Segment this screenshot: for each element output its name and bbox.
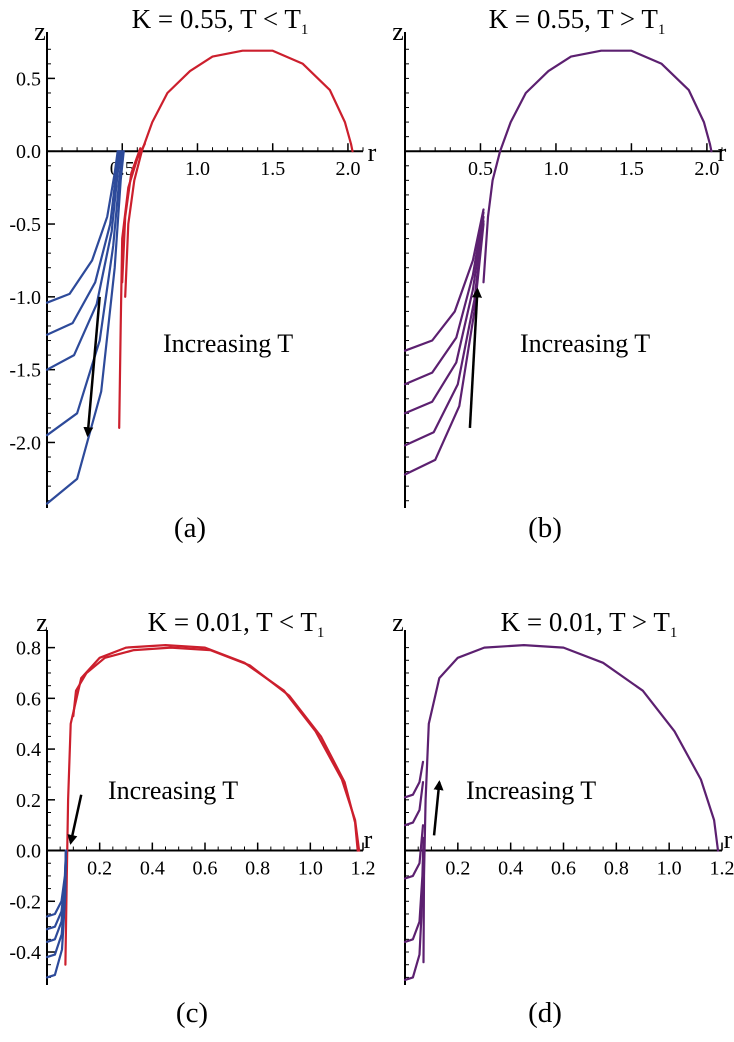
y-axis-label: z (36, 608, 48, 637)
y-tick-label: 0.6 (16, 688, 41, 710)
chart-title: K = 0.55, T > T1 (489, 4, 666, 38)
x-tick-label: 0.5 (468, 158, 493, 180)
x-axis-label: r (718, 138, 727, 167)
annotation-text: Increasing T (163, 329, 293, 358)
x-axis-label: r (364, 825, 373, 854)
x-tick-label: 0.6 (193, 858, 218, 880)
series-curve-red-2 (72, 646, 359, 852)
x-tick-label: 0.2 (87, 858, 112, 880)
x-tick-label: 2.0 (335, 158, 360, 180)
annotation-text: Increasing T (108, 776, 238, 805)
chart-title-subscript: 1 (658, 22, 666, 38)
chart-title-subscript: 1 (301, 22, 309, 38)
annotation-text: Increasing T (520, 329, 650, 358)
y-tick-label: -2.0 (9, 432, 41, 454)
panel-label-d: (d) (528, 997, 562, 1029)
series-curve-purple-2 (403, 781, 425, 827)
series-curve-blue-5 (45, 849, 68, 979)
x-tick-label: 0.6 (551, 858, 576, 880)
y-tick-label: -0.4 (9, 942, 41, 964)
y-tick-label: 0.0 (16, 141, 41, 163)
y-tick-label: 0.8 (16, 638, 41, 660)
series-curve-purple-1 (403, 208, 485, 352)
chart-panel-d: 0.2 0.4 0.6 0.8 1.0 1.2 z r K = 0.01, T > T1 Incr… (392, 607, 734, 985)
x-tick-label: 1.0 (657, 858, 682, 880)
trend-arrow (67, 794, 83, 845)
x-tick-label: 1.2 (351, 858, 376, 880)
series-curve-blue-2 (45, 150, 121, 336)
chart-title-subscript: 1 (670, 625, 678, 641)
x-axis-label: r (368, 138, 377, 167)
x-tick-label: 1.2 (710, 858, 734, 880)
annotation-text: Increasing T (466, 776, 596, 805)
series-curve-red-2 (118, 142, 146, 429)
series-curve-purple-2 (403, 211, 485, 386)
x-tick-label: 1.0 (185, 158, 210, 180)
x-tick-label: 0.4 (140, 858, 165, 880)
y-tick-label: 0.4 (16, 739, 41, 761)
panel-label-c: (c) (176, 997, 208, 1029)
y-tick-label: -0.2 (9, 891, 41, 913)
x-tick-label: 1.5 (260, 158, 285, 180)
chart-title: K = 0.01, T > T1 (501, 607, 678, 641)
chart-title-subscript: 1 (317, 625, 325, 641)
x-tick-label: 0.4 (498, 858, 523, 880)
x-tick-label: 0.8 (245, 858, 270, 880)
y-tick-label: 0.5 (16, 68, 41, 90)
series-curve-purple-main (422, 644, 720, 964)
x-tick-label: 1.0 (543, 158, 568, 180)
series-curve-purple-1 (403, 760, 425, 799)
series-curve-purple-3 (403, 824, 425, 880)
series-curve-blue-3 (45, 150, 122, 371)
panel-label-a: (a) (174, 512, 206, 544)
panel-labels: (a) (b) (c) (d) (174, 512, 562, 1029)
y-tick-label: -0.5 (9, 214, 41, 236)
x-tick-label: 1.5 (619, 158, 644, 180)
trend-arrow (432, 780, 444, 836)
series-curve-blue-1 (45, 150, 119, 304)
x-tick-label: 0.2 (445, 858, 470, 880)
panel-label-b: (b) (528, 512, 562, 544)
series-curve-purple-main (482, 49, 713, 284)
series-curve-red-3 (121, 147, 142, 284)
chart-panel-c: 0.2 0.4 0.6 0.8 1.0 1.2 0.8 0.6 0.4 0.2 0.0 -0.2 -0.… (9, 607, 376, 985)
x-tick-label: 2.0 (694, 158, 719, 180)
x-tick-label: 1.0 (298, 858, 323, 880)
series-curve-red-1 (64, 644, 361, 966)
y-tick-label: -1.0 (9, 287, 41, 309)
series-curve-purple-5 (403, 849, 425, 981)
x-tick-label: 0.8 (604, 858, 629, 880)
series-curve-blue-5 (45, 150, 125, 505)
chart-title: K = 0.01, T < T1 (148, 607, 325, 641)
series-curve-purple-3 (403, 215, 485, 415)
y-tick-label: 0.0 (16, 841, 41, 863)
trend-arrow (468, 287, 483, 428)
series-curve-red-1 (124, 49, 354, 298)
y-axis-label: z (34, 17, 46, 46)
y-tick-label: 0.2 (16, 790, 41, 812)
chart-panel-b: 0.5 1.0 1.5 2.0 z r K = 0.55, T > T1 Increasing… (392, 4, 727, 508)
y-axis-label: z (392, 17, 404, 46)
x-axis-label: r (724, 825, 733, 854)
series-curve-blue-4 (45, 150, 124, 437)
trend-arrow (83, 296, 101, 438)
chart-title: K = 0.55, T < T1 (132, 4, 309, 38)
y-axis-label: z (392, 608, 404, 637)
y-tick-label: -1.5 (9, 360, 41, 382)
series-curve-purple-5 (403, 222, 485, 476)
